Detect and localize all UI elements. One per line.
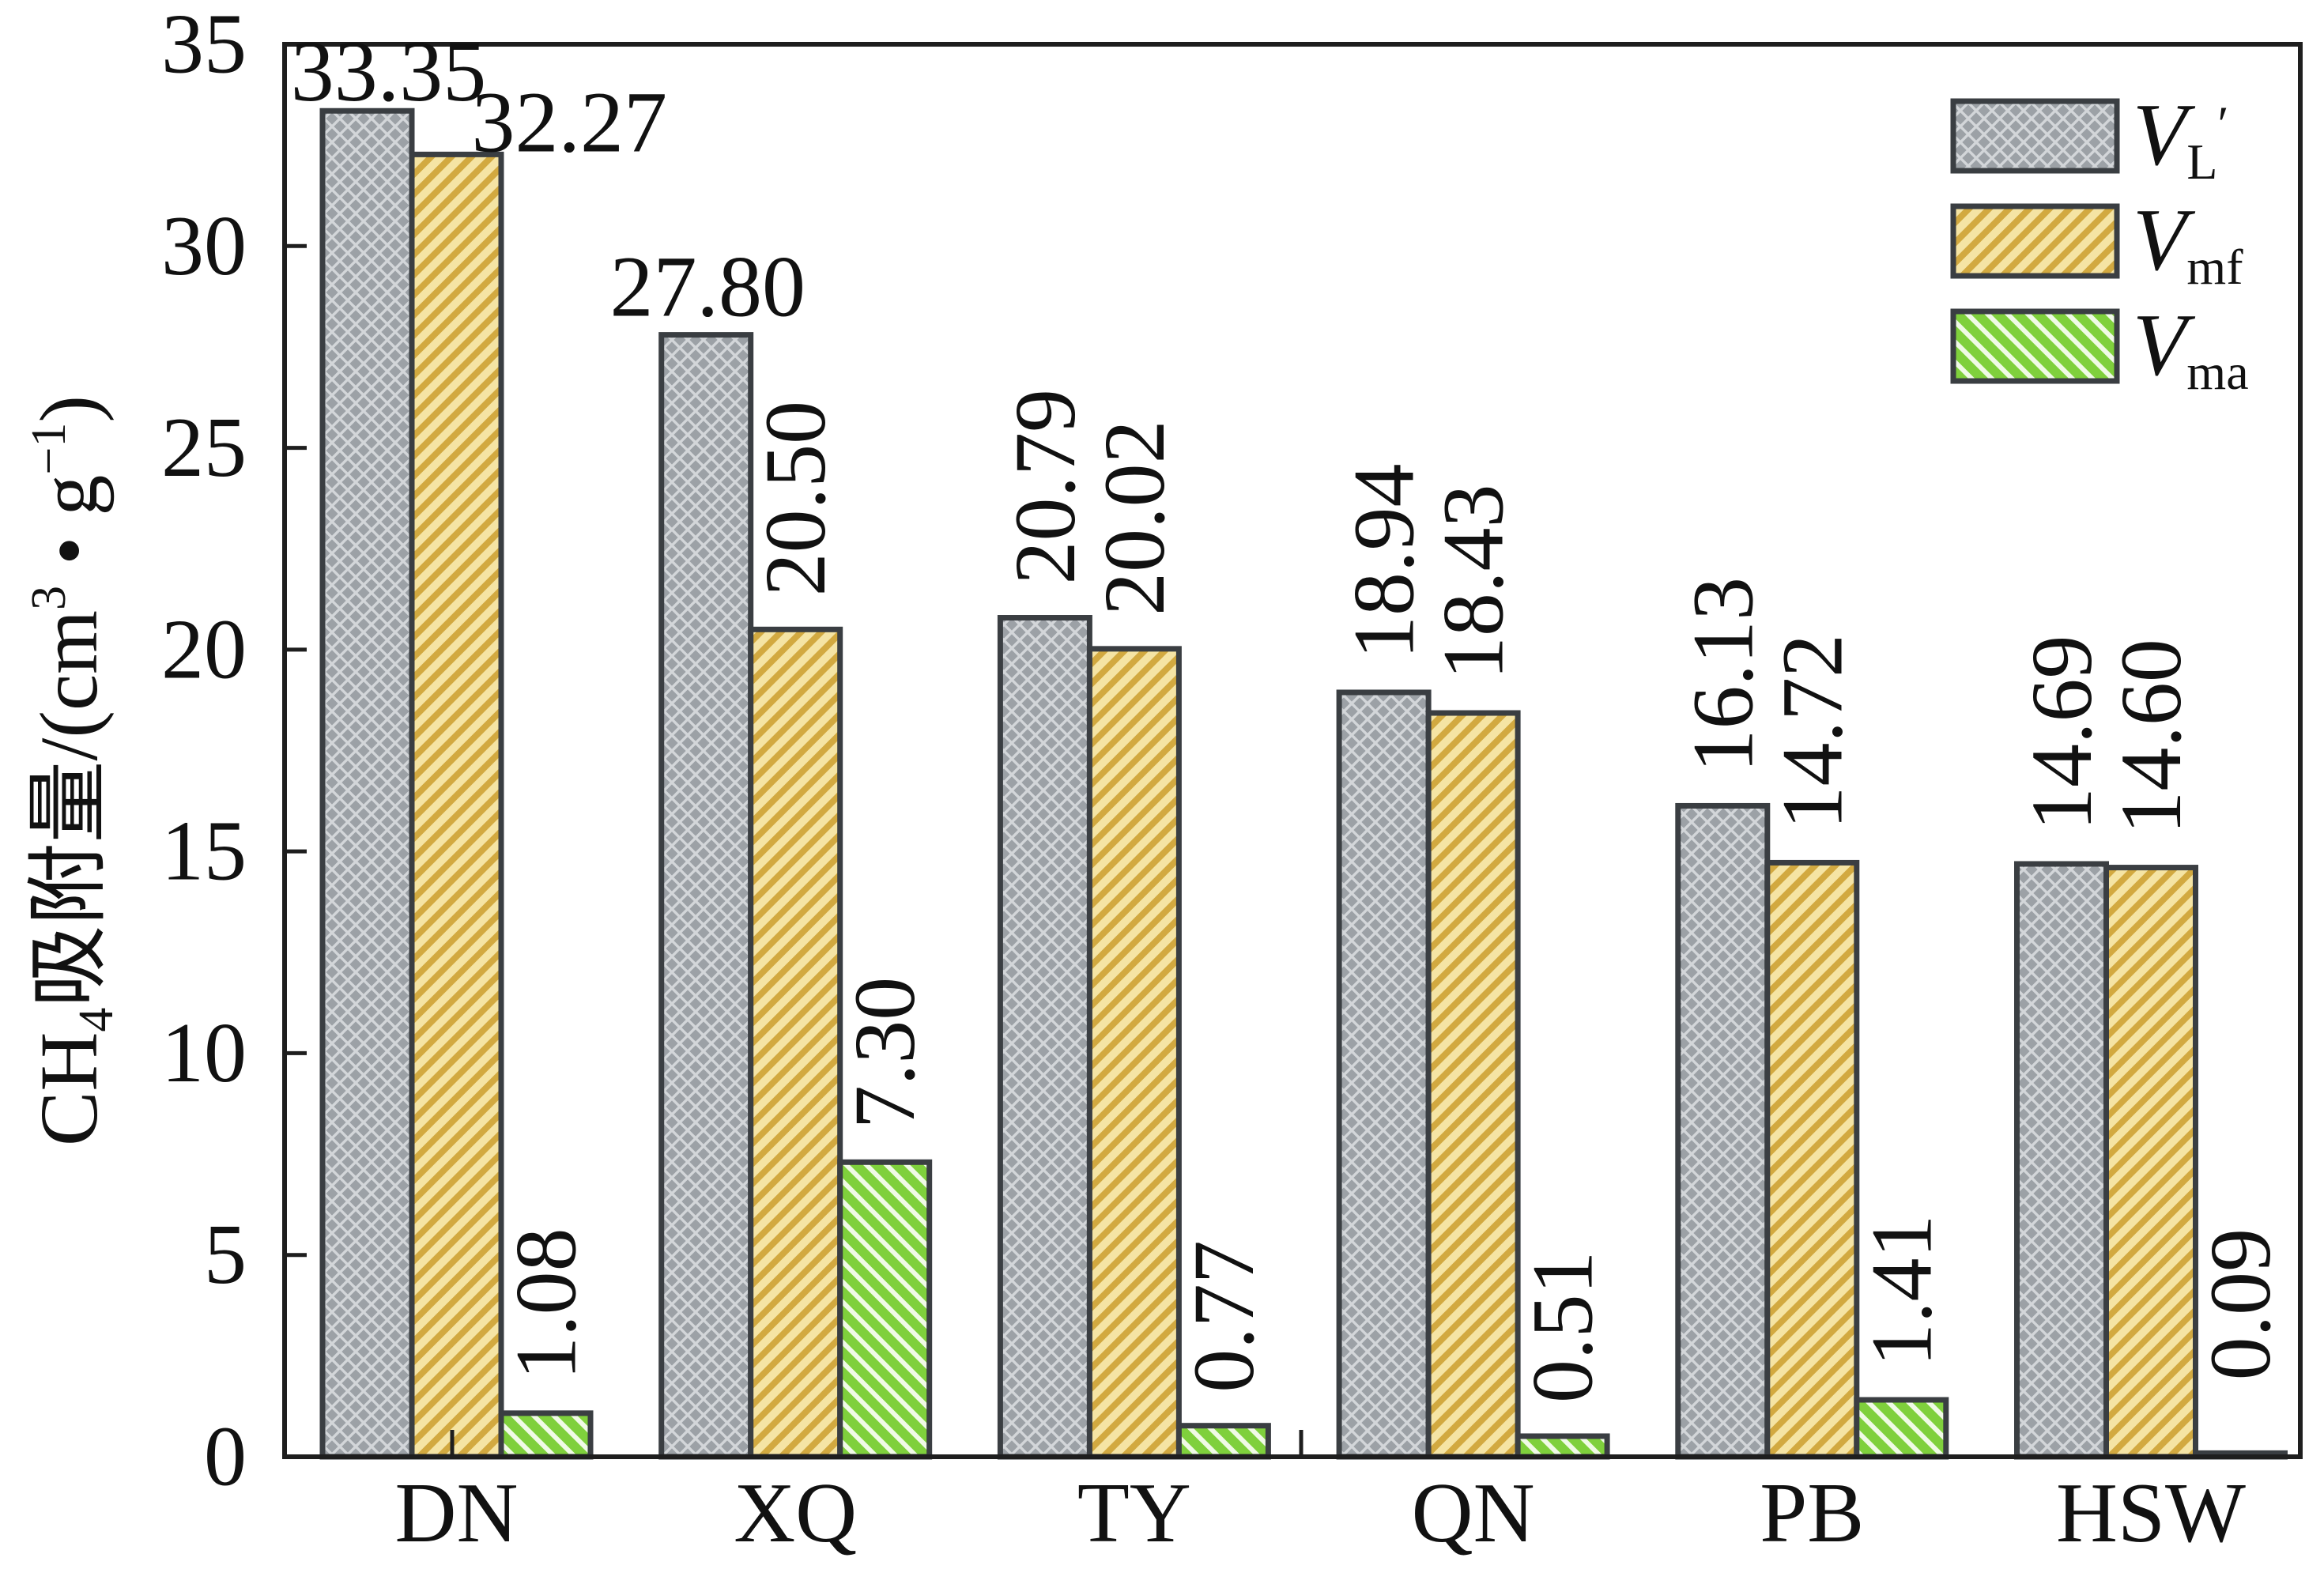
bar-vmf-qn (1425, 710, 1521, 1460)
legend-label-vma: Vma (2133, 296, 2249, 400)
bar-vma-pb (1854, 1397, 1949, 1460)
legend-label-subscript: L (2186, 134, 2217, 190)
data-label-vmf-pb: 14.72 (1764, 634, 1860, 830)
data-label-vl-dn: 33.35 (291, 23, 487, 119)
legend-label-vmf: Vmf (2133, 191, 2243, 295)
bar-vma-qn (1515, 1433, 1610, 1460)
y-axis-title-part: 4 (70, 1008, 123, 1032)
data-label-vl-pb: 16.13 (1674, 577, 1771, 773)
data-label-vma-ty: 0.77 (1175, 1240, 1272, 1393)
y-axis-title-part: ) (24, 395, 115, 423)
bar-vl-qn (1336, 689, 1432, 1460)
plot-frame (282, 42, 2303, 1459)
data-label-vmf-hsw: 14.60 (2103, 639, 2199, 835)
y-tick-label: 10 (161, 1006, 247, 1100)
bar-layer (319, 107, 2288, 1460)
data-label-vma-pb: 1.41 (1853, 1215, 1949, 1367)
y-axis-title-part: 3 (22, 586, 76, 610)
legend-label-main: V (2133, 296, 2196, 394)
data-label-vma-xq: 7.30 (836, 977, 933, 1130)
legend-label-subscript: ma (2186, 344, 2248, 400)
bar-vl-ty (997, 615, 1092, 1460)
bar-vmf-xq (748, 626, 843, 1460)
data-label-vl-xq: 27.80 (609, 239, 805, 335)
y-tick-label: 35 (161, 0, 247, 92)
bar-vl-hsw (2014, 861, 2109, 1460)
y-tick-label: 15 (161, 805, 247, 899)
y-axis-title-part: −1 (22, 423, 76, 475)
bar-vma-dn (498, 1410, 594, 1460)
data-label-vmf-ty: 20.02 (1086, 420, 1183, 616)
data-label-vmf-dn: 32.27 (472, 74, 668, 170)
data-label-vl-hsw: 14.69 (2013, 635, 2110, 831)
data-label-vl-ty: 20.79 (997, 389, 1093, 585)
data-label-vma-qn: 0.51 (1515, 1250, 1611, 1403)
legend-label-subscript: mf (2186, 239, 2243, 295)
data-label-vmf-qn: 18.43 (1425, 485, 1522, 681)
y-axis-title-part: CH (24, 1032, 115, 1146)
x-tick-label-hsw: HSW (2056, 1466, 2246, 1560)
x-tick-label-ty: TY (1077, 1466, 1191, 1560)
bar-vmf-dn (409, 151, 504, 1460)
bar-vma-ty (1175, 1423, 1271, 1460)
y-tick-label: 5 (204, 1208, 247, 1302)
legend-swatch-vma (1950, 308, 2120, 384)
axes: 0 5 10 15 20 25 30 35 DN XQ TY QN PB HSW CH4吸附量/(cm3 •… (22, 0, 2303, 1560)
data-label-vl-qn: 18.94 (1336, 463, 1432, 659)
bar-vl-pb (1675, 802, 1771, 1460)
data-label-vma-hsw: 0.09 (2192, 1228, 2288, 1381)
y-tick-label: 0 (204, 1410, 247, 1504)
data-label-vmf-xq: 20.50 (747, 401, 843, 596)
y-axis-title-part: • g (24, 475, 115, 586)
y-tick-label: 20 (161, 602, 247, 696)
legend-swatch-vl (1950, 98, 2120, 174)
bar-vma-xq (837, 1159, 933, 1460)
x-tick-label-dn: DN (395, 1466, 519, 1560)
data-label-vma-dn: 1.08 (498, 1228, 594, 1380)
bar-vmf-pb (1764, 859, 1860, 1460)
y-axis-title-part: 吸附量/(cm (24, 610, 115, 1008)
x-tick-label-pb: PB (1760, 1466, 1864, 1560)
legend-label-superscript: ′ (2218, 96, 2229, 152)
y-tick-label: 30 (161, 199, 247, 293)
x-tick-label-qn: QN (1412, 1466, 1535, 1560)
legend-swatch-vmf (1950, 203, 2120, 279)
bar-vmf-ty (1086, 646, 1182, 1460)
y-axis-title: CH4吸附量/(cm3 • g−1) (22, 395, 123, 1146)
bar-vl-xq (658, 332, 754, 1460)
legend-label-vl: VL′ (2133, 86, 2229, 190)
legend-label-main: V (2133, 86, 2196, 184)
legend-label-main: V (2133, 191, 2196, 289)
bar-vl-dn (319, 107, 415, 1460)
y-tick-label: 25 (161, 401, 247, 495)
x-tick-label-xq: XQ (734, 1466, 857, 1560)
bar-vmf-hsw (2103, 865, 2198, 1460)
